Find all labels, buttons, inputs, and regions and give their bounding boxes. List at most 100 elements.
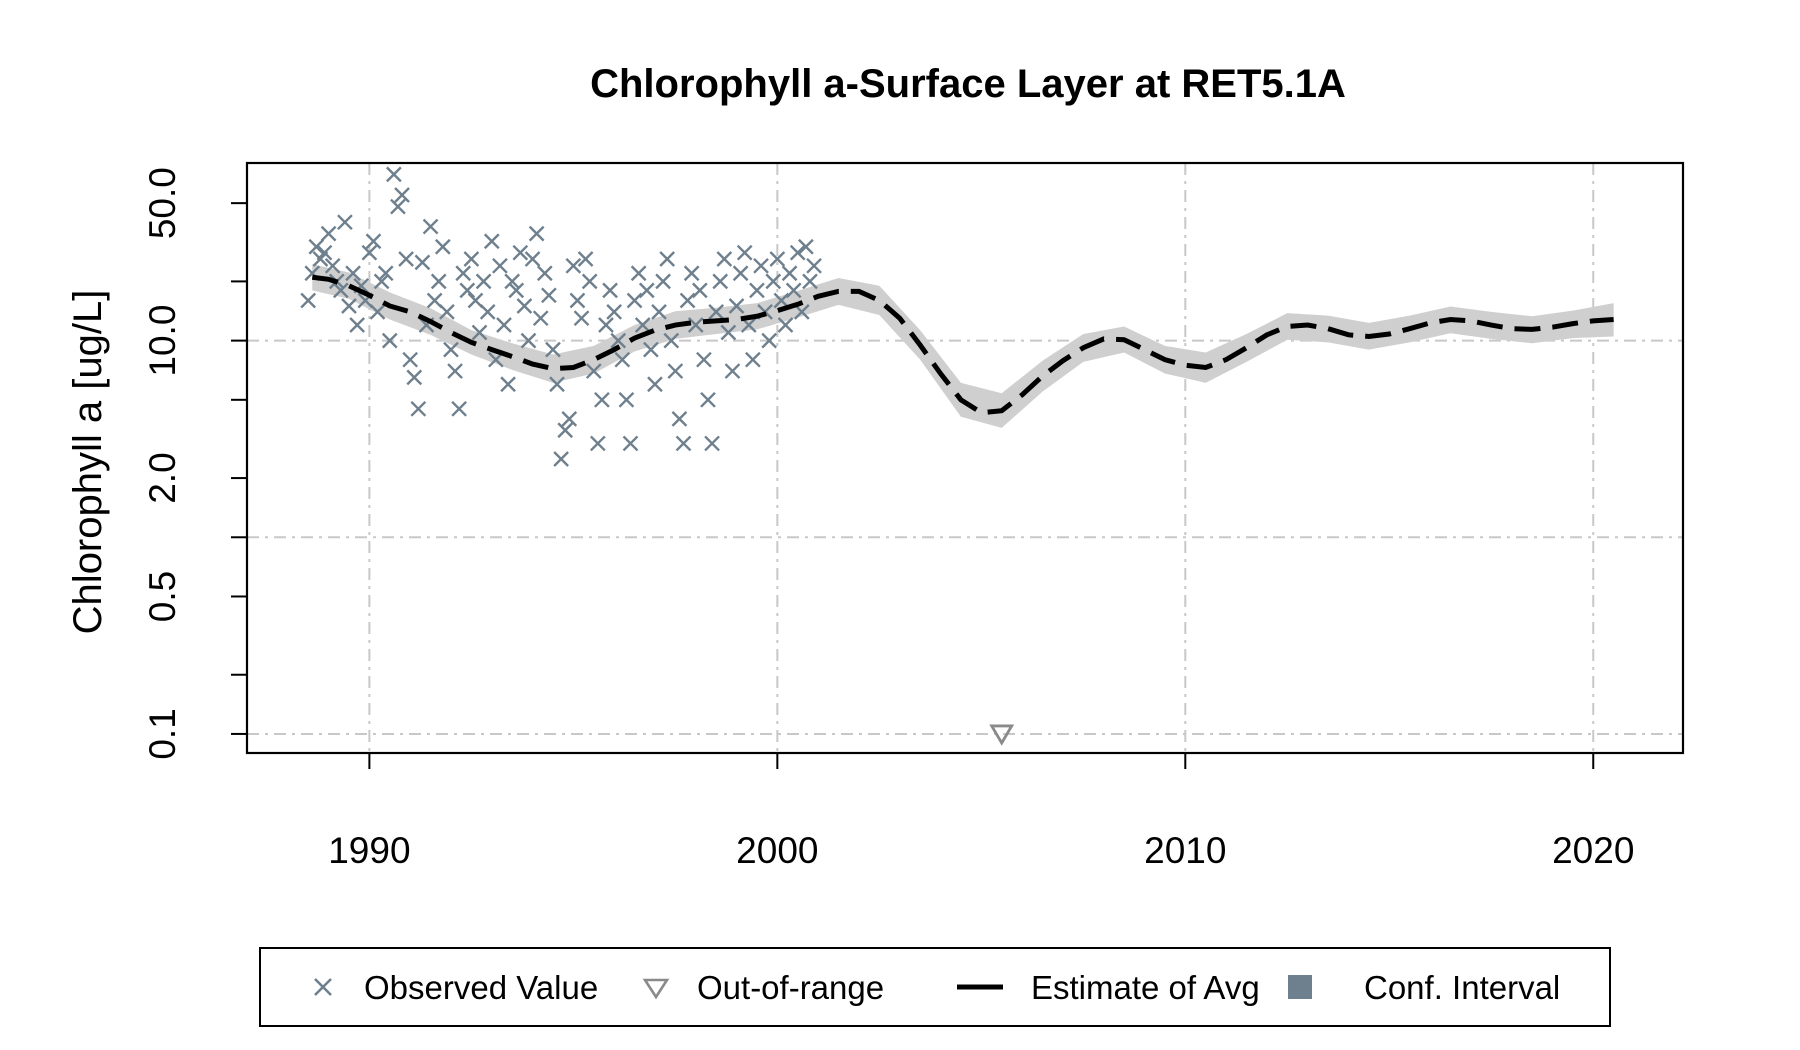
observed-point xyxy=(675,435,692,452)
observed-point xyxy=(704,435,720,452)
observed-point xyxy=(345,265,361,282)
observed-point xyxy=(667,363,684,379)
observed-point xyxy=(536,265,553,282)
observed-point xyxy=(785,282,802,299)
observed-point xyxy=(683,265,700,282)
observed-point xyxy=(659,251,676,267)
observed-point xyxy=(496,317,512,333)
legend-label-estimate: Estimate of Avg xyxy=(1031,969,1260,1006)
observed-point xyxy=(622,435,639,452)
observed-point xyxy=(594,391,610,408)
observed-point xyxy=(614,351,631,368)
observed-point xyxy=(390,198,406,215)
observed-point xyxy=(589,435,606,452)
observed-point xyxy=(316,244,333,261)
observed-point xyxy=(475,273,492,290)
observed-point xyxy=(581,273,598,290)
observed-point xyxy=(500,376,516,393)
observed-point xyxy=(398,251,414,267)
observed-point xyxy=(565,257,582,274)
observed-point xyxy=(598,317,614,333)
observed-point xyxy=(732,265,749,282)
observed-point xyxy=(524,251,541,267)
observed-point xyxy=(712,273,729,290)
observed-point xyxy=(332,282,349,299)
observed-point xyxy=(610,332,627,349)
observed-point xyxy=(696,351,712,368)
observed-point xyxy=(337,214,353,231)
observed-point xyxy=(516,298,533,314)
observed-point xyxy=(557,422,574,439)
observed-point xyxy=(426,292,443,309)
observed-point xyxy=(781,265,798,282)
observed-point xyxy=(634,317,651,333)
observed-point xyxy=(585,363,602,379)
observed-point xyxy=(777,317,794,333)
legend-label-out-of-range: Out-of-range xyxy=(697,969,884,1006)
y-tick-label: 0.5 xyxy=(142,571,183,622)
observed-point xyxy=(406,369,423,386)
legend-triangle-down-icon xyxy=(642,978,670,1000)
observed-point xyxy=(724,363,741,379)
observed-point xyxy=(553,451,569,467)
plot-frame xyxy=(245,161,1685,755)
observed-point xyxy=(728,298,745,314)
observed-point xyxy=(434,238,451,255)
observed-point xyxy=(638,282,655,299)
observed-point xyxy=(691,282,708,299)
observed-point xyxy=(377,265,394,282)
observed-point xyxy=(414,254,431,271)
legend-filled-square-icon xyxy=(1288,975,1312,999)
observed-point xyxy=(773,292,790,309)
observed-point xyxy=(451,400,467,417)
observed-point xyxy=(577,251,594,267)
observed-point xyxy=(467,292,484,309)
observed-point xyxy=(573,310,590,327)
x-tick-label: 2000 xyxy=(736,830,818,871)
observed-point xyxy=(373,273,390,290)
legend-box xyxy=(259,947,1611,1027)
observed-point xyxy=(647,376,663,393)
observed-point xyxy=(402,351,419,368)
legend: Observed Value Out-of-range Estimate of … xyxy=(259,947,1611,1027)
observed-point xyxy=(422,218,439,235)
observed-point xyxy=(320,225,337,242)
observed-point xyxy=(753,257,769,274)
observed-point xyxy=(520,332,537,349)
observed-point xyxy=(561,411,578,427)
observed-point xyxy=(381,332,398,349)
observed-point xyxy=(765,273,782,290)
observed-point xyxy=(528,225,545,242)
observed-point xyxy=(459,282,476,299)
chart-title: Chlorophyll a-Surface Layer at RET5.1A xyxy=(590,62,1346,106)
observed-point xyxy=(749,282,765,299)
observed-point xyxy=(630,265,647,282)
observed-point xyxy=(806,257,822,274)
observed-point xyxy=(541,287,557,304)
observed-point xyxy=(512,244,529,261)
x-tick-label: 2020 xyxy=(1552,830,1634,871)
observed-point xyxy=(471,324,488,341)
grid-layer xyxy=(247,163,1683,753)
observed-point xyxy=(439,304,455,320)
observed-point xyxy=(394,187,410,203)
observed-point xyxy=(745,351,761,368)
observed-point xyxy=(679,292,696,309)
observed-point xyxy=(463,251,480,267)
estimate-layer xyxy=(311,274,1614,416)
observed-point xyxy=(802,273,818,290)
observed-point xyxy=(430,273,447,290)
legend-x-mark-icon xyxy=(314,978,332,996)
observed-point xyxy=(569,292,586,309)
observed-point xyxy=(602,282,618,299)
x-axis: 1990 2000 2010 2020 xyxy=(328,752,1634,871)
observed-point xyxy=(651,304,667,320)
observed-point xyxy=(532,310,549,327)
observed-point xyxy=(443,341,459,358)
observed-point xyxy=(700,391,716,408)
observed-point xyxy=(789,244,806,261)
observed-point xyxy=(410,400,427,417)
estimate-line xyxy=(311,274,1614,416)
observed-point xyxy=(455,265,472,282)
y-axis: 0.1 0.5 2.0 10.0 50.0 xyxy=(142,167,248,760)
